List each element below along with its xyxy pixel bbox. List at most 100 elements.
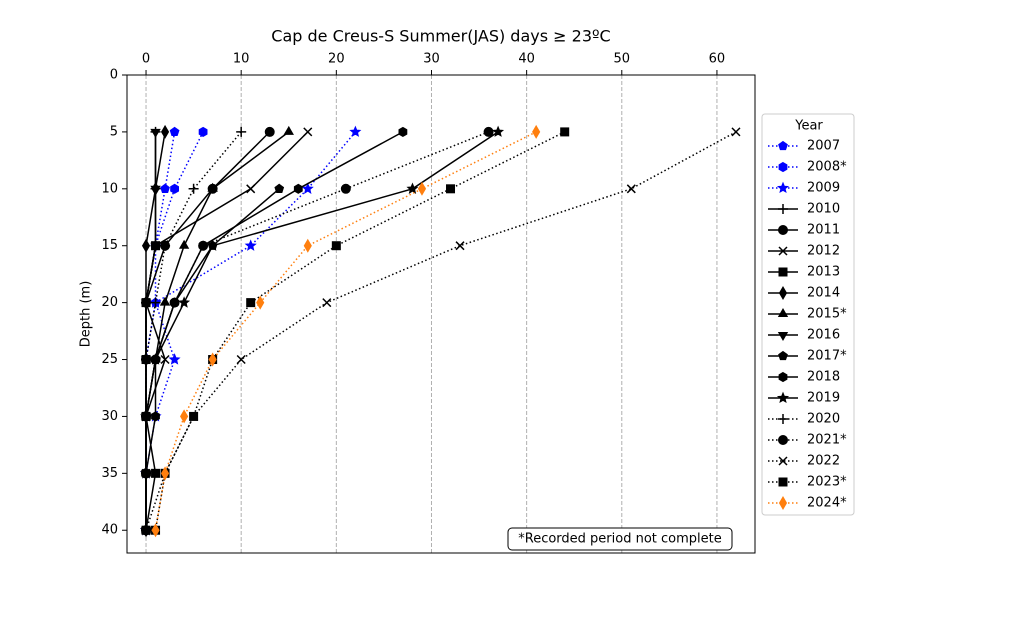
marker <box>303 238 312 253</box>
legend-label: 2023* <box>807 475 847 490</box>
legend-label: 2008* <box>807 160 847 175</box>
series-line <box>154 131 566 531</box>
series-line <box>145 131 489 531</box>
marker <box>151 523 160 538</box>
legend-label: 2019 <box>807 391 840 406</box>
marker <box>560 127 570 137</box>
marker <box>777 307 789 317</box>
chart-title: Cap de Creus-S Summer(JAS) days ≥ 23ºC <box>271 27 610 46</box>
marker <box>778 477 788 487</box>
marker <box>160 354 170 365</box>
marker <box>406 182 419 194</box>
marker <box>778 456 788 466</box>
legend-label: 2015* <box>807 307 847 322</box>
plot-frame <box>126 74 756 554</box>
legend-box <box>761 113 855 516</box>
marker <box>150 354 161 365</box>
marker <box>301 182 314 194</box>
marker <box>141 354 152 365</box>
marker <box>141 238 151 253</box>
y-tick-label: 15 <box>101 238 118 253</box>
marker <box>160 124 170 139</box>
marker <box>141 468 152 479</box>
marker <box>778 204 788 214</box>
marker <box>274 183 285 193</box>
legend-label: 2014 <box>807 286 840 301</box>
plot-area <box>140 124 741 538</box>
legend-label: 2007 <box>807 139 840 154</box>
marker <box>293 183 303 194</box>
marker <box>455 241 465 251</box>
marker <box>492 125 505 137</box>
marker <box>150 128 161 138</box>
marker <box>151 468 161 478</box>
marker <box>303 127 313 137</box>
marker <box>141 525 151 535</box>
y-axis-label: Depth (m) <box>79 281 94 348</box>
marker <box>150 185 161 195</box>
marker <box>778 225 788 235</box>
legend-label: 2022 <box>807 454 840 469</box>
marker <box>188 183 199 194</box>
y-tick-label: 5 <box>110 124 118 139</box>
marker <box>244 239 257 251</box>
marker <box>198 240 209 251</box>
marker <box>776 181 790 194</box>
marker <box>778 246 788 256</box>
marker <box>626 184 636 194</box>
series-line <box>145 131 404 531</box>
marker <box>169 126 180 136</box>
series-line <box>145 131 242 531</box>
marker <box>446 184 456 194</box>
legend-label: 2020 <box>807 412 840 427</box>
legend-label: 2018 <box>807 370 840 385</box>
legend-title: Year <box>794 119 823 134</box>
marker <box>246 298 256 308</box>
marker <box>731 127 741 137</box>
y-tick-label: 25 <box>101 352 118 367</box>
marker <box>160 466 170 481</box>
series-line <box>154 131 537 531</box>
marker <box>778 496 788 510</box>
y-tick-label: 40 <box>101 523 118 538</box>
marker <box>178 239 190 249</box>
x-tick-label: 40 <box>518 52 535 67</box>
legend-label: 2011 <box>807 223 840 238</box>
legend-label: 2017* <box>807 349 847 364</box>
legend-label: 2013 <box>807 265 840 280</box>
marker <box>777 332 789 342</box>
marker <box>159 296 171 306</box>
marker <box>140 299 152 309</box>
marker <box>778 371 788 383</box>
x-tick-label: 10 <box>233 52 250 67</box>
marker <box>198 126 208 137</box>
legend-label: 2024* <box>807 496 847 511</box>
series-line <box>145 131 499 531</box>
marker <box>340 183 351 194</box>
marker <box>778 267 788 277</box>
marker <box>778 435 788 445</box>
marker <box>236 354 246 365</box>
x-tick-label: 30 <box>423 52 440 67</box>
legend-label: 2010 <box>807 202 840 217</box>
legend-label: 2009 <box>807 181 840 196</box>
marker <box>778 350 788 361</box>
legend-label: 2012 <box>807 244 840 259</box>
x-tick-label: 60 <box>709 52 726 67</box>
marker <box>150 297 161 308</box>
legend-label: 2016 <box>807 328 840 343</box>
x-tick-label: 0 <box>142 52 150 67</box>
marker <box>483 126 494 137</box>
marker <box>322 298 332 308</box>
marker <box>168 353 181 365</box>
marker <box>778 140 788 151</box>
series-line <box>145 131 737 531</box>
marker <box>180 409 189 424</box>
marker <box>256 295 265 310</box>
marker <box>778 414 788 424</box>
marker <box>170 183 179 194</box>
marker <box>778 161 788 173</box>
y-tick-label: 35 <box>101 466 118 481</box>
legend-label: 2021* <box>807 433 847 448</box>
annotation: *Recorded period not complete <box>518 532 722 547</box>
